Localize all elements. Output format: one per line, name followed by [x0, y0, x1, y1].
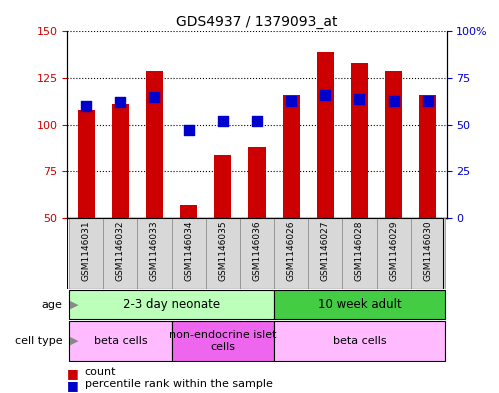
Text: GSM1146026: GSM1146026 — [286, 220, 295, 281]
Text: GSM1146031: GSM1146031 — [82, 220, 91, 281]
Bar — [274, 290, 445, 319]
Bar — [69, 218, 103, 289]
Bar — [146, 71, 163, 218]
Bar — [180, 205, 197, 218]
Point — [82, 103, 90, 109]
Text: GSM1146029: GSM1146029 — [389, 220, 398, 281]
Text: GSM1146036: GSM1146036 — [252, 220, 261, 281]
Text: GSM1146032: GSM1146032 — [116, 220, 125, 281]
Bar — [419, 95, 436, 218]
Title: GDS4937 / 1379093_at: GDS4937 / 1379093_at — [176, 15, 338, 29]
Point — [287, 97, 295, 104]
Point — [321, 92, 329, 98]
Text: ■: ■ — [67, 379, 79, 392]
Bar — [172, 218, 206, 289]
Bar — [137, 218, 172, 289]
Point — [424, 97, 432, 104]
Text: GSM1146027: GSM1146027 — [321, 220, 330, 281]
Text: GSM1146030: GSM1146030 — [423, 220, 432, 281]
Bar — [249, 147, 265, 218]
Text: age: age — [41, 299, 62, 310]
Bar — [78, 110, 95, 218]
Bar — [112, 104, 129, 218]
Text: cell type: cell type — [15, 336, 62, 346]
Text: GSM1146028: GSM1146028 — [355, 220, 364, 281]
Text: percentile rank within the sample: percentile rank within the sample — [85, 379, 273, 389]
Text: GSM1146035: GSM1146035 — [219, 220, 228, 281]
Text: beta cells: beta cells — [333, 336, 386, 346]
Bar — [172, 321, 274, 361]
Text: ▶: ▶ — [70, 336, 78, 346]
Text: 2-3 day neonate: 2-3 day neonate — [123, 298, 220, 311]
Bar — [274, 321, 445, 361]
Bar — [282, 95, 300, 218]
Text: 10 week adult: 10 week adult — [317, 298, 401, 311]
Bar — [385, 71, 402, 218]
Bar — [351, 63, 368, 218]
Point — [151, 94, 159, 100]
Bar — [411, 218, 445, 289]
Bar — [69, 290, 274, 319]
Point — [253, 118, 261, 124]
Text: non-endocrine islet
cells: non-endocrine islet cells — [169, 330, 276, 352]
Bar — [317, 52, 334, 218]
Point — [185, 127, 193, 134]
Bar — [206, 218, 240, 289]
Bar — [214, 154, 232, 218]
Point — [355, 95, 363, 102]
Point — [390, 97, 398, 104]
Text: ▶: ▶ — [70, 299, 78, 310]
Bar — [342, 218, 377, 289]
Bar — [103, 218, 137, 289]
Bar — [274, 218, 308, 289]
Point — [219, 118, 227, 124]
Text: ■: ■ — [67, 367, 79, 380]
Bar — [69, 321, 172, 361]
Text: GSM1146033: GSM1146033 — [150, 220, 159, 281]
Point — [116, 99, 124, 105]
Bar — [308, 218, 342, 289]
Text: beta cells: beta cells — [93, 336, 147, 346]
Text: GSM1146034: GSM1146034 — [184, 220, 193, 281]
Bar — [240, 218, 274, 289]
Bar — [377, 218, 411, 289]
Text: count: count — [85, 367, 116, 377]
